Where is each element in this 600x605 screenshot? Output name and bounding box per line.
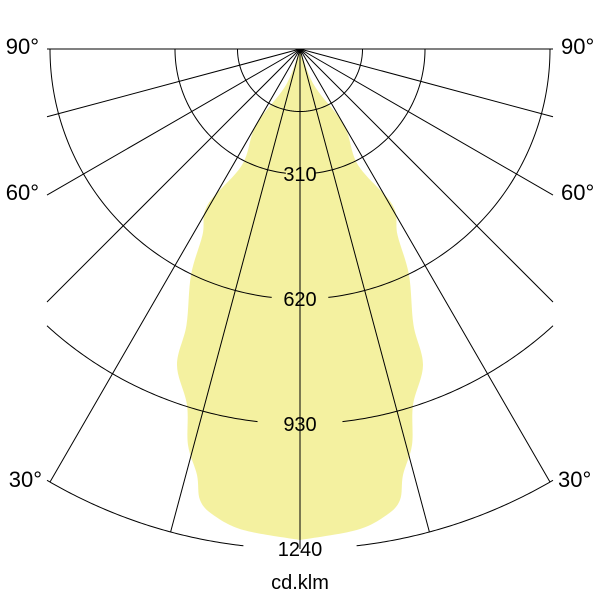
- svg-text:620: 620: [283, 289, 316, 311]
- svg-text:310: 310: [283, 164, 316, 186]
- svg-text:60°: 60°: [6, 180, 39, 205]
- svg-text:930: 930: [283, 414, 316, 436]
- svg-text:90°: 90°: [561, 34, 594, 59]
- svg-text:90°: 90°: [6, 34, 39, 59]
- svg-text:60°: 60°: [561, 180, 594, 205]
- svg-text:30°: 30°: [558, 467, 591, 492]
- svg-text:cd.klm: cd.klm: [271, 572, 329, 594]
- svg-text:30°: 30°: [9, 467, 42, 492]
- svg-text:1240: 1240: [278, 539, 323, 561]
